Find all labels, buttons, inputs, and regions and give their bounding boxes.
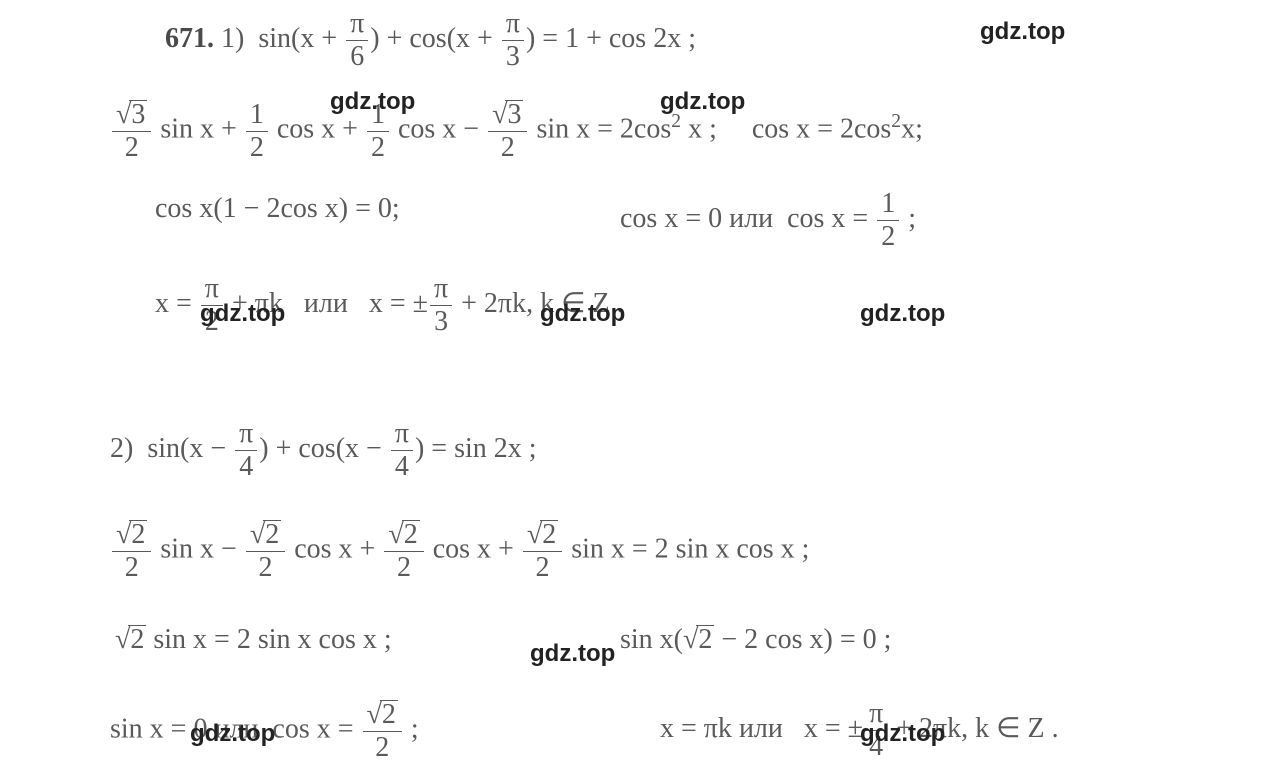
simplified-2a: 2 sin x = 2 sin x cos x ; [115,625,392,654]
factored-1a: cos x(1 − 2cos x) = 0; [155,195,400,223]
part1-label: 1) [221,23,244,54]
watermark: gdz.top [530,640,615,668]
or-connector: или [729,203,773,234]
part2-label: 2) [110,433,133,464]
problem-heading: 671. 1) sin(x + π6) + cos(x + π3) = 1 + … [165,10,696,71]
watermark: gdz.top [330,88,415,116]
simplified-2b: sin x(2 − 2 cos x) = 0 ; [620,625,891,654]
expansion-line-2: 22 sin x − 22 cos x + 22 cos x + 22 sin … [110,520,809,582]
watermark: gdz.top [540,300,625,328]
expansion-line-1: 32 sin x + 12 cos x + 12 cos x − 32 sin … [110,100,923,162]
watermark: gdz.top [190,720,275,748]
problem-number: 671. [165,23,214,54]
watermark: gdz.top [860,720,945,748]
k-in-z-2: , k ∈ Z . [961,713,1059,744]
or-connector-4: или [739,713,783,744]
watermark: gdz.top [660,88,745,116]
watermark: gdz.top [860,300,945,328]
part2-heading: 2) sin(x − π4) + cos(x − π4) = sin 2x ; [110,420,537,481]
or-connector-2: или [304,288,348,319]
watermark: gdz.top [200,300,285,328]
math-solution-page: 671. 1) sin(x + π6) + cos(x + π3) = 1 + … [0,0,1264,776]
factored-1b: cos x = 0 или cos x = 12 ; [620,190,916,251]
watermark: gdz.top [980,18,1065,46]
